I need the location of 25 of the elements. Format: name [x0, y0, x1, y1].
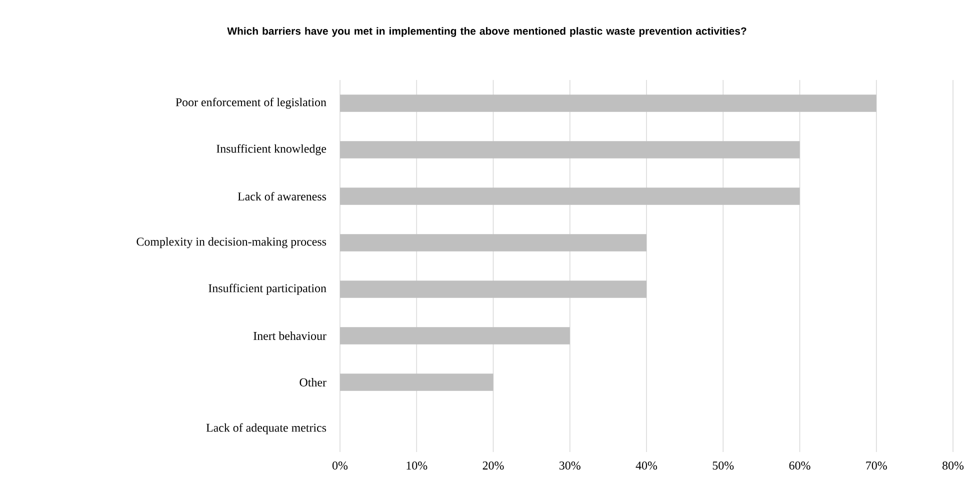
x-tick-label: 30% [560, 462, 580, 470]
bar [340, 280, 647, 298]
bar [340, 374, 494, 391]
y-tick-label: Other [300, 378, 326, 386]
y-tick-label: Complexity in decision-making process [136, 237, 326, 248]
chart-title: Which barriers have you met in implementing the above mentioned plastic waste prevention activities? [227, 27, 746, 37]
x-tick-label: 20% [482, 462, 504, 470]
x-tick-label: 60% [789, 462, 810, 470]
x-tick-label: 40% [636, 462, 658, 470]
bar [340, 94, 876, 112]
bar [340, 141, 800, 158]
x-tick-label: 0% [332, 462, 348, 470]
x-tick-label: 50% [712, 462, 734, 470]
y-tick-label: Insufficient knowledge [216, 144, 326, 156]
y-tick-label: Poor enforcement of legislation [176, 98, 326, 109]
bar [340, 188, 800, 205]
y-tick-label: Lack of adequate metrics [206, 423, 326, 434]
x-tick-label: 70% [866, 462, 887, 470]
x-tick-label: 10% [406, 462, 428, 470]
y-tick-label: Insufficient participation [208, 284, 326, 295]
y-tick-label: Inert behaviour [254, 332, 326, 340]
bar [340, 327, 570, 344]
bar [340, 234, 647, 252]
x-tick-label: 80% [942, 462, 964, 470]
y-tick-label: Lack of awareness [238, 192, 326, 201]
